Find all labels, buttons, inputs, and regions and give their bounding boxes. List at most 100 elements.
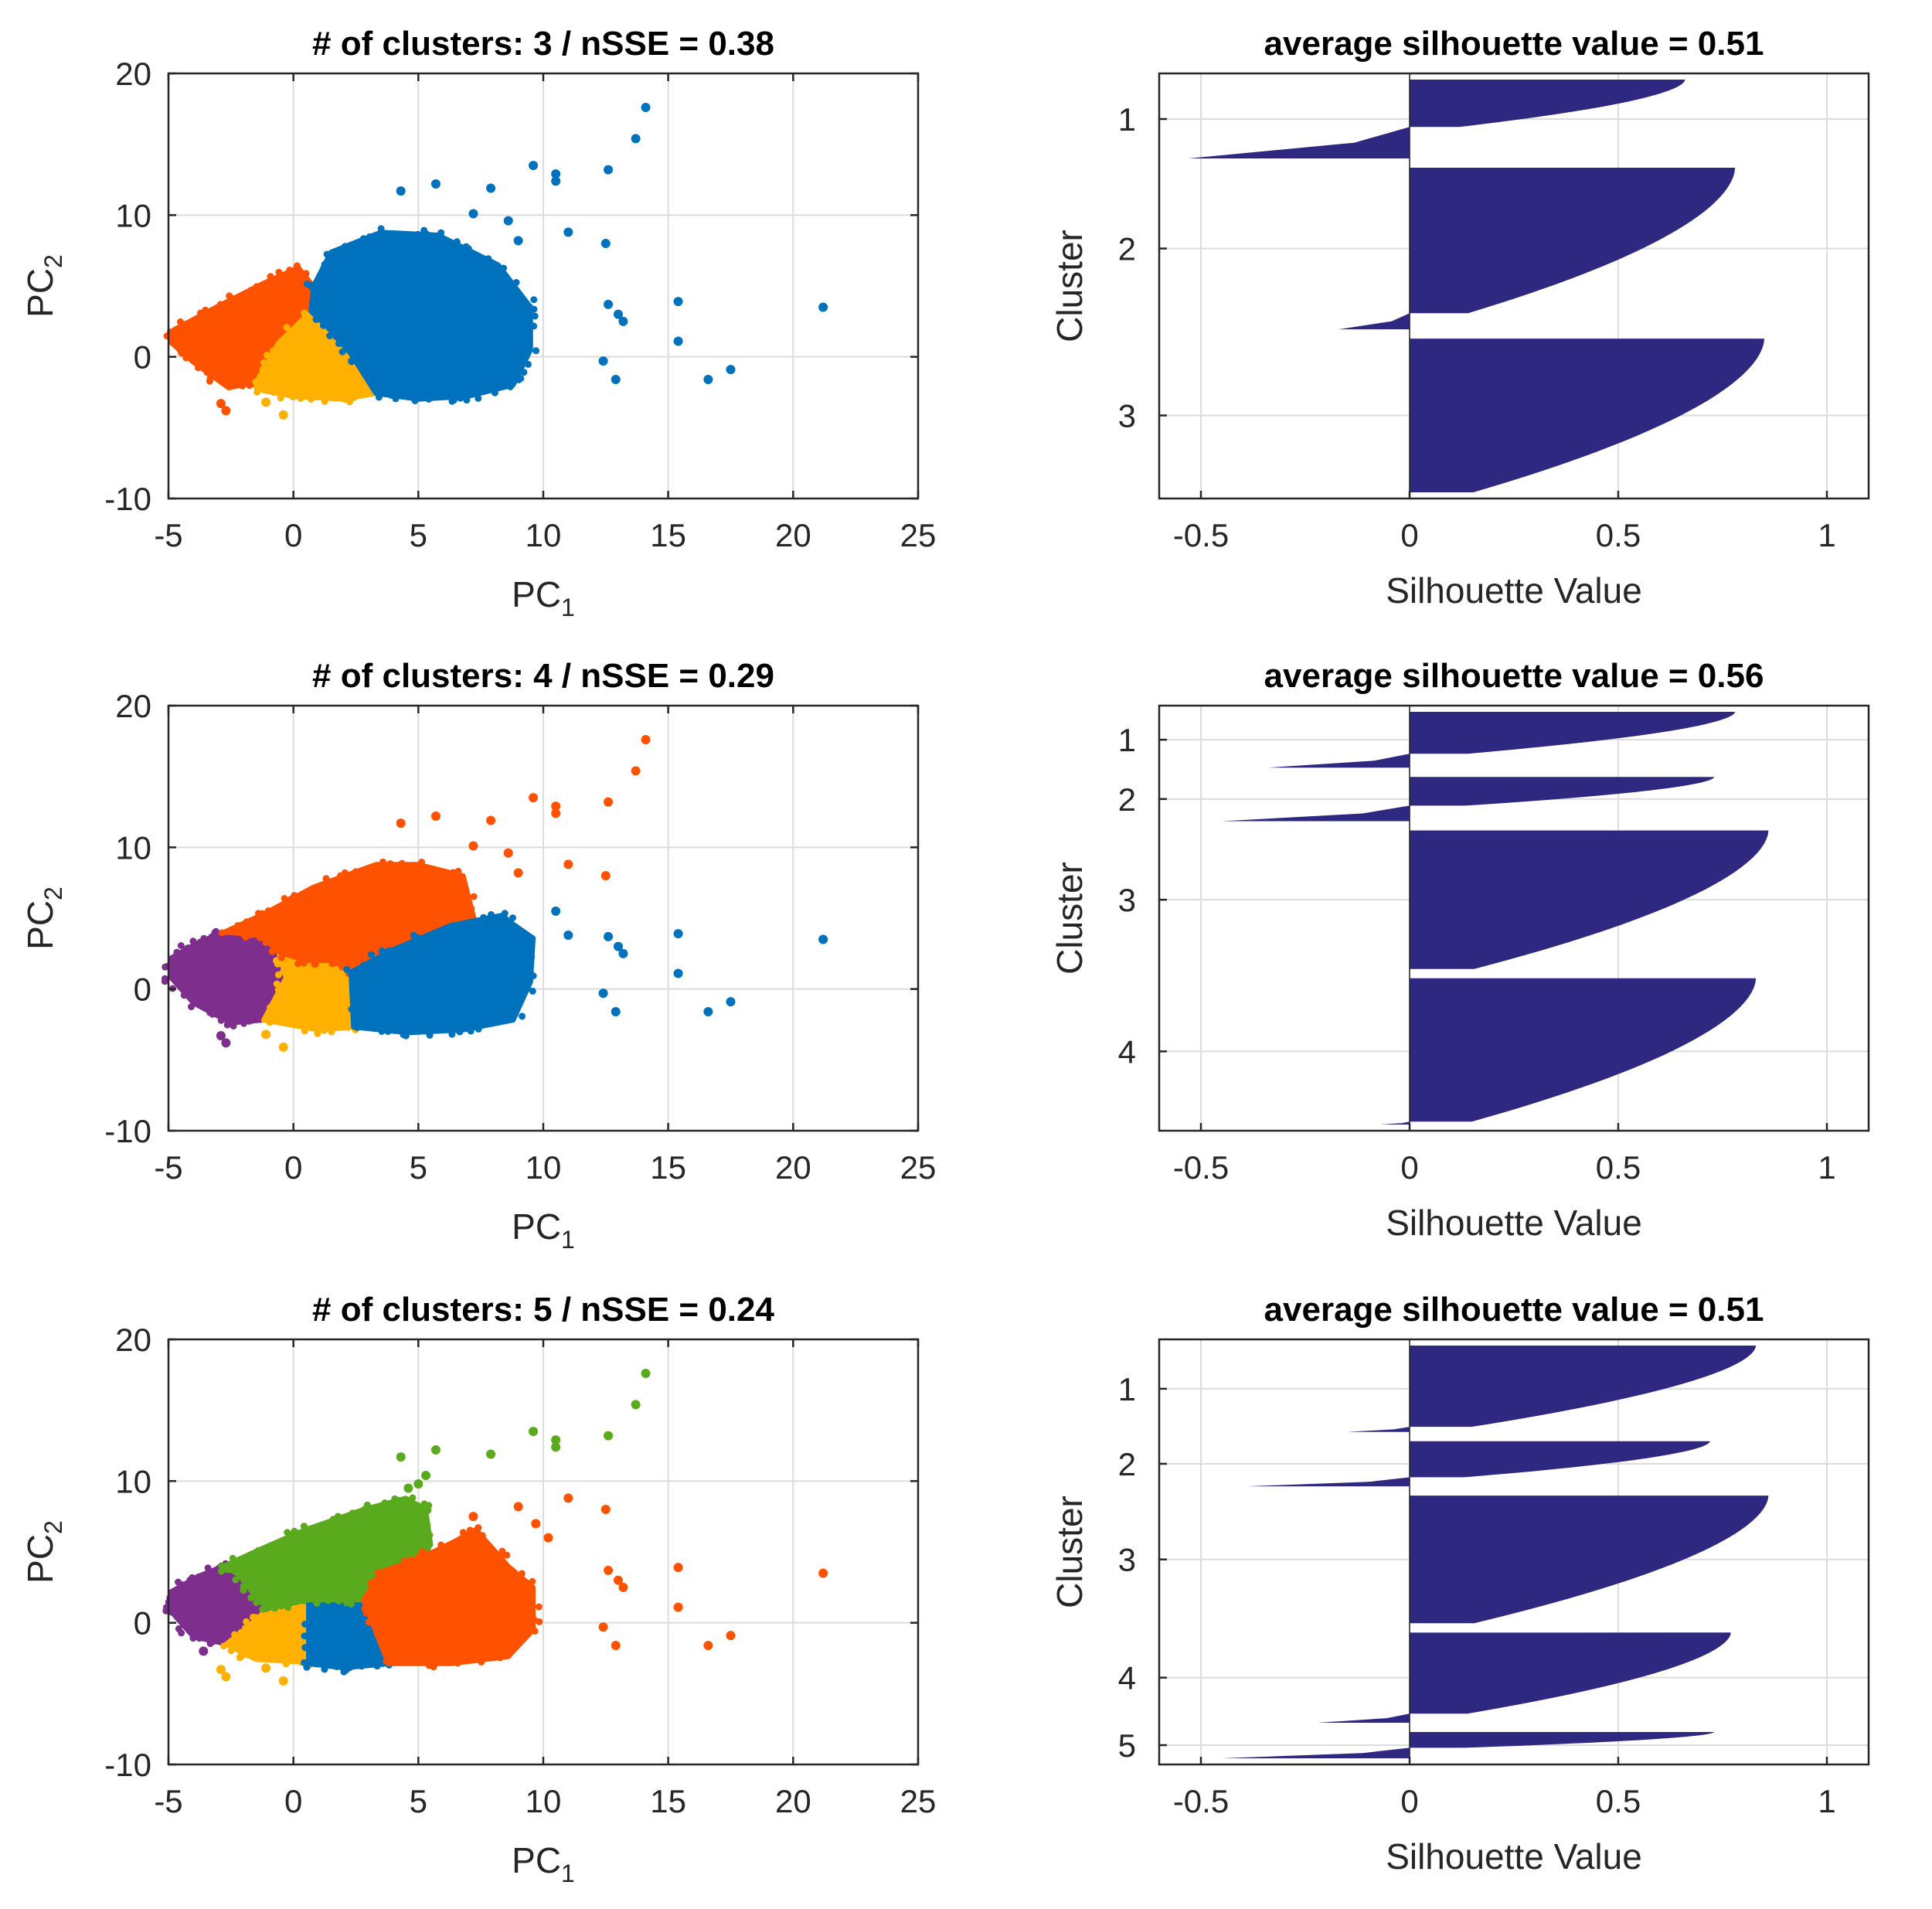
data-point (335, 339, 342, 347)
x-axis-label: PC1 (512, 1840, 575, 1887)
data-point-outlier (551, 801, 561, 812)
data-point (366, 233, 373, 240)
data-point (223, 1021, 231, 1029)
data-point (289, 393, 297, 401)
data-point (258, 285, 266, 293)
data-point-outlier (604, 165, 614, 175)
data-point-outlier (618, 316, 628, 326)
data-point (418, 1548, 426, 1556)
data-point (400, 1557, 408, 1565)
data-point (292, 266, 300, 274)
silhouette-bar-cluster-4 (1410, 978, 1757, 1122)
y-axis-label: PC2 (20, 254, 67, 318)
data-point (274, 971, 282, 978)
data-point (501, 910, 509, 917)
cluster-tick-label: 1 (1118, 1371, 1136, 1407)
x-tick-label: -0.5 (1173, 1149, 1229, 1186)
data-point (348, 1006, 355, 1013)
data-point (478, 1658, 485, 1666)
data-point-outlier (221, 1672, 231, 1682)
data-point-outlier (818, 302, 828, 312)
plot-frame (1158, 1338, 1870, 1766)
data-point (467, 1027, 474, 1035)
data-point-outlier (641, 1369, 651, 1378)
data-point (389, 230, 397, 238)
data-point (532, 347, 540, 355)
data-point (519, 981, 526, 989)
data-point (522, 1632, 530, 1639)
data-point (464, 1535, 472, 1543)
data-point (186, 993, 194, 1001)
data-point (520, 369, 528, 376)
data-point (352, 868, 359, 876)
data-point (522, 962, 529, 970)
data-point (281, 1017, 288, 1025)
data-point (504, 277, 512, 284)
data-point (526, 310, 533, 318)
data-point (276, 944, 284, 952)
data-point (325, 1659, 332, 1666)
data-point (450, 396, 457, 404)
data-point (312, 315, 320, 323)
data-point-outlier (396, 186, 406, 196)
data-point (178, 979, 185, 987)
data-point (211, 929, 219, 937)
data-point (464, 1655, 471, 1663)
data-point (361, 869, 369, 876)
data-point (189, 937, 197, 945)
data-point-outlier (551, 808, 561, 818)
silhouette-negative-tail-cluster-2 (1338, 313, 1410, 330)
data-point-outlier (503, 216, 513, 226)
data-point (301, 1027, 308, 1035)
data-point (291, 892, 298, 900)
data-point (529, 1577, 536, 1585)
data-point (300, 1523, 308, 1530)
data-point-outlier (641, 735, 651, 744)
data-point-outlier (611, 375, 621, 384)
data-point-outlier (529, 1427, 539, 1437)
data-point (512, 279, 520, 286)
x-tick-label: -5 (154, 1783, 182, 1819)
data-point-outlier (430, 179, 440, 189)
cluster-tick-label: 1 (1118, 101, 1136, 138)
chart-title: # of clusters: 3 / nSSE = 0.38 (312, 25, 774, 63)
data-point (261, 382, 269, 390)
data-point (346, 341, 354, 349)
data-point (367, 1579, 375, 1587)
data-point (437, 1541, 445, 1549)
silhouette-negative-tail-cluster-1 (1267, 754, 1410, 768)
data-point-outlier (221, 1038, 231, 1048)
cluster-tick-label: 3 (1118, 398, 1136, 434)
data-point (488, 910, 495, 918)
y-tick-label: 20 (115, 688, 151, 724)
data-point-outlier (486, 815, 496, 825)
data-point (283, 324, 291, 332)
data-point-outlier (468, 209, 478, 219)
chart-title: average silhouette value = 0.51 (1264, 25, 1764, 63)
x-tick-label: 1 (1818, 1783, 1835, 1819)
data-point (291, 1527, 298, 1535)
cluster-tick-label: 2 (1118, 231, 1136, 267)
data-point (350, 393, 358, 401)
data-point (516, 930, 524, 937)
data-point (206, 1009, 214, 1016)
data-point (342, 396, 350, 403)
data-point (273, 957, 280, 965)
data-point (518, 1570, 526, 1577)
data-point (466, 390, 473, 398)
data-point-outlier (486, 1449, 496, 1459)
data-point-outlier (396, 1452, 406, 1462)
silhouette-negative-tail-cluster-4 (1318, 1713, 1410, 1723)
data-point (240, 1019, 248, 1027)
data-point (523, 320, 531, 328)
data-point (254, 1547, 262, 1554)
data-point (453, 238, 461, 246)
data-point (253, 388, 261, 396)
data-point (330, 1516, 338, 1524)
data-point (470, 893, 478, 900)
x-tick-label: 15 (650, 1149, 686, 1186)
data-point (434, 870, 441, 878)
data-point (282, 1660, 290, 1668)
x-tick-label: 0.5 (1596, 517, 1641, 553)
data-point-outlier (551, 1442, 561, 1452)
